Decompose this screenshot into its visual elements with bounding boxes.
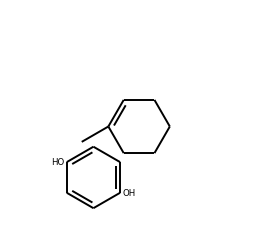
Text: OH: OH xyxy=(123,189,136,198)
Text: HO: HO xyxy=(51,158,64,167)
